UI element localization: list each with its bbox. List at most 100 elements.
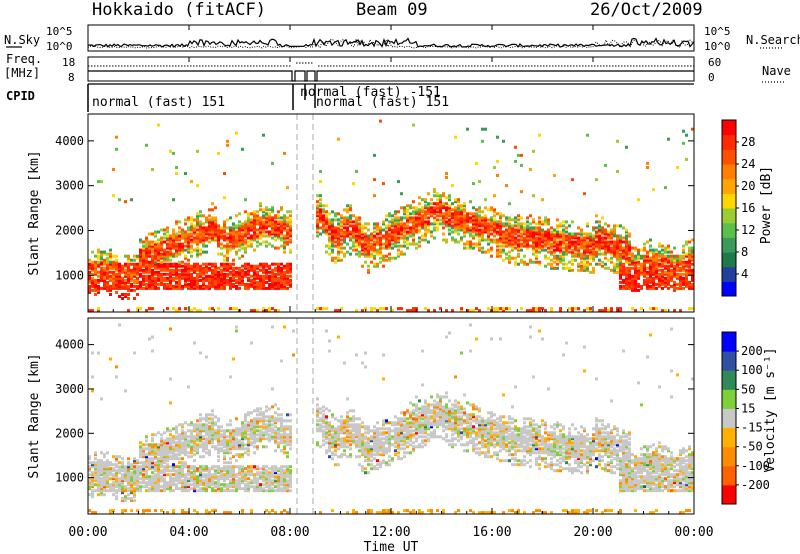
power-cell	[685, 282, 688, 286]
power-cell	[175, 276, 178, 280]
power-cell	[160, 238, 163, 242]
velocity-cell	[142, 509, 145, 513]
power-cell	[433, 188, 436, 192]
velocity-cell	[121, 473, 124, 477]
velocity-cell	[235, 437, 238, 441]
velocity-cell	[154, 467, 157, 471]
power-cell	[649, 278, 652, 282]
power-cell	[328, 252, 331, 256]
power-cell	[274, 286, 277, 290]
power-cell	[370, 260, 373, 264]
power-cell	[628, 262, 631, 266]
power-cell	[289, 214, 292, 218]
power-cell	[169, 252, 172, 256]
power-cell	[670, 256, 673, 260]
power-cell	[265, 268, 268, 272]
power-cell	[526, 216, 529, 220]
velocity-cell	[151, 433, 154, 437]
power-cell	[484, 127, 487, 131]
power-cell	[445, 214, 448, 218]
velocity-cell	[109, 483, 112, 487]
velocity-cell	[127, 487, 130, 491]
power-cell	[439, 212, 442, 216]
power-cell	[421, 222, 424, 226]
power-cell	[526, 224, 529, 228]
velocity-cell	[163, 455, 166, 459]
power-cell	[226, 248, 229, 252]
power-cell	[583, 238, 586, 242]
power-cell	[184, 254, 187, 258]
power-cell	[241, 270, 244, 274]
power-cell	[586, 268, 589, 272]
power-cell	[208, 274, 211, 278]
velocity-cell	[175, 443, 178, 447]
power-cell	[184, 240, 187, 244]
power-cell	[277, 210, 280, 214]
velocity-cell	[190, 421, 193, 425]
velocity-cell	[88, 481, 91, 485]
power-cell	[103, 272, 106, 276]
power-cell	[580, 260, 583, 264]
power-cell	[100, 254, 103, 258]
power-cell	[406, 309, 409, 313]
power-cell	[691, 246, 694, 250]
power-cell	[256, 244, 259, 248]
velocity-cell	[193, 437, 196, 441]
power-cell	[244, 220, 247, 224]
power-cell	[496, 212, 499, 216]
power-cell	[151, 232, 154, 236]
velocity-cell	[187, 477, 190, 481]
power-cell	[613, 234, 616, 238]
velocity-cell	[190, 435, 193, 439]
power-cell	[163, 228, 166, 232]
power-cell	[196, 309, 199, 313]
power-cell	[277, 284, 280, 288]
velocity-cell	[199, 427, 202, 431]
power-cell	[631, 256, 634, 260]
power-cell	[178, 307, 181, 311]
power-cell	[565, 262, 568, 266]
power-cell	[625, 252, 628, 256]
velocity-cell	[199, 431, 202, 435]
power-cell	[364, 260, 367, 264]
power-cell	[388, 240, 391, 244]
velocity-cell	[142, 467, 145, 471]
velocity-cell	[133, 471, 136, 475]
velocity-cell	[205, 473, 208, 477]
velocity-cell	[238, 483, 241, 487]
power-cell	[376, 226, 379, 230]
power-cell	[163, 236, 166, 240]
power-cell	[652, 256, 655, 260]
power-cell	[514, 220, 517, 224]
velocity-cell	[172, 483, 175, 487]
power-cell	[220, 282, 223, 286]
power-cell	[655, 266, 658, 270]
power-cell	[637, 272, 640, 276]
power-cell	[151, 272, 154, 276]
velocity-cell	[229, 445, 232, 449]
velocity-cell	[94, 511, 97, 515]
velocity-cell	[106, 479, 109, 483]
power-cell	[220, 268, 223, 272]
power-cell	[604, 242, 607, 246]
velocity-cell	[130, 491, 133, 495]
velocity-cell	[253, 489, 256, 493]
velocity-cell	[244, 471, 247, 475]
power-cell	[592, 240, 595, 244]
power-cell	[619, 256, 622, 260]
power-cell	[391, 309, 394, 313]
power-cell	[247, 212, 250, 216]
power-cell	[370, 242, 373, 246]
velocity-cell	[115, 463, 118, 467]
power-cell	[364, 307, 367, 311]
velocity-cell	[124, 485, 127, 489]
power-cell	[223, 268, 226, 272]
power-cell	[172, 228, 175, 232]
velocity-cell	[205, 439, 208, 443]
velocity-cell	[151, 467, 154, 471]
power-cell	[616, 258, 619, 262]
power-cell	[379, 226, 382, 230]
velocity-cell	[238, 479, 241, 483]
velocity-cell	[145, 483, 148, 487]
power-cell	[166, 250, 169, 254]
